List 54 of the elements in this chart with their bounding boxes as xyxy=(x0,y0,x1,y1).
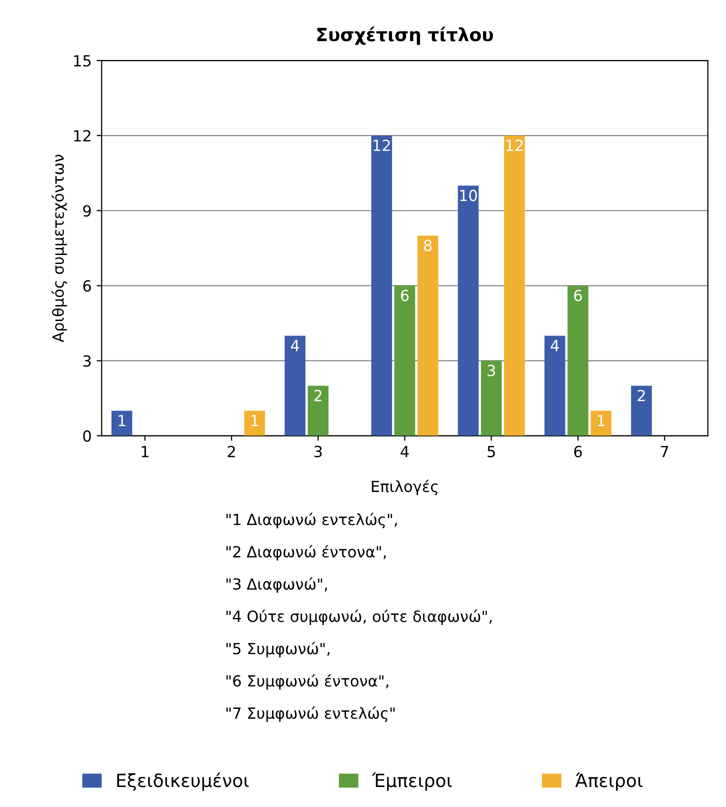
bar xyxy=(480,360,502,436)
text: "2 Διαφωνώ έντονα", xyxy=(226,545,386,560)
data-label: 6 xyxy=(574,290,582,302)
bar xyxy=(284,336,306,436)
x-tick-label: 6 xyxy=(574,446,582,458)
legend-label: Εξειδικευμένοι xyxy=(117,772,249,791)
y-tick-label: 3 xyxy=(83,355,91,367)
y-tick-label: 12 xyxy=(74,130,90,142)
bar xyxy=(308,386,329,436)
x-tick-label: 4 xyxy=(400,446,409,458)
bar xyxy=(568,286,588,436)
y-tick-label: 0 xyxy=(83,430,91,442)
y-tick-label: 15 xyxy=(74,55,91,67)
data-label: 12 xyxy=(506,140,523,151)
x-axis-title: Επιλογές xyxy=(372,480,438,496)
bar xyxy=(458,186,479,436)
data-label: 4 xyxy=(290,340,300,352)
data-label: 1 xyxy=(251,414,258,426)
text: "7 Συμφωνώ εντελώς" xyxy=(226,706,395,722)
text: "6 Συμφωνώ έντονα", xyxy=(226,674,388,690)
bar xyxy=(394,286,416,436)
x-tick-label: 3 xyxy=(314,446,322,458)
chart-title: Συσχέτιση τίτλου xyxy=(317,26,493,45)
data-label: 1 xyxy=(118,414,126,426)
y-axis-title: Αριθμός συμμετεχόντων xyxy=(51,154,67,342)
x-tick-label: 2 xyxy=(228,446,235,458)
x-tick-label: 5 xyxy=(488,446,495,458)
bar xyxy=(111,410,132,436)
bar xyxy=(631,386,652,436)
bar xyxy=(590,410,612,436)
data-label: 2 xyxy=(314,390,322,402)
data-label: 10 xyxy=(460,190,477,202)
legend-label: Άπειροι xyxy=(575,772,642,791)
bar xyxy=(244,410,266,436)
data-label: 12 xyxy=(374,140,390,151)
bar xyxy=(544,336,566,436)
text: "3 Διαφωνώ", xyxy=(226,577,327,593)
bar xyxy=(371,136,392,436)
data-label: 2 xyxy=(638,390,645,402)
data-label: 1 xyxy=(598,414,604,426)
x-tick-label: 7 xyxy=(660,446,668,458)
y-tick-label: 9 xyxy=(83,205,91,217)
data-label: 6 xyxy=(400,290,409,302)
x-tick-label: 1 xyxy=(142,446,148,458)
data-label: 4 xyxy=(550,340,559,352)
text: "1 Διαφωνώ εντελώς", xyxy=(226,512,397,528)
legend-label: Έμπειροι xyxy=(372,772,452,791)
bar xyxy=(504,136,525,436)
text: "5 Συμφωνώ", xyxy=(226,642,330,658)
data-label: 8 xyxy=(424,240,432,252)
data-label: 3 xyxy=(488,364,495,376)
bar xyxy=(417,236,438,436)
text: "4 Ούτε συμφωνώ, ούτε διαφωνώ", xyxy=(226,610,492,626)
y-tick-label: 6 xyxy=(83,280,91,292)
